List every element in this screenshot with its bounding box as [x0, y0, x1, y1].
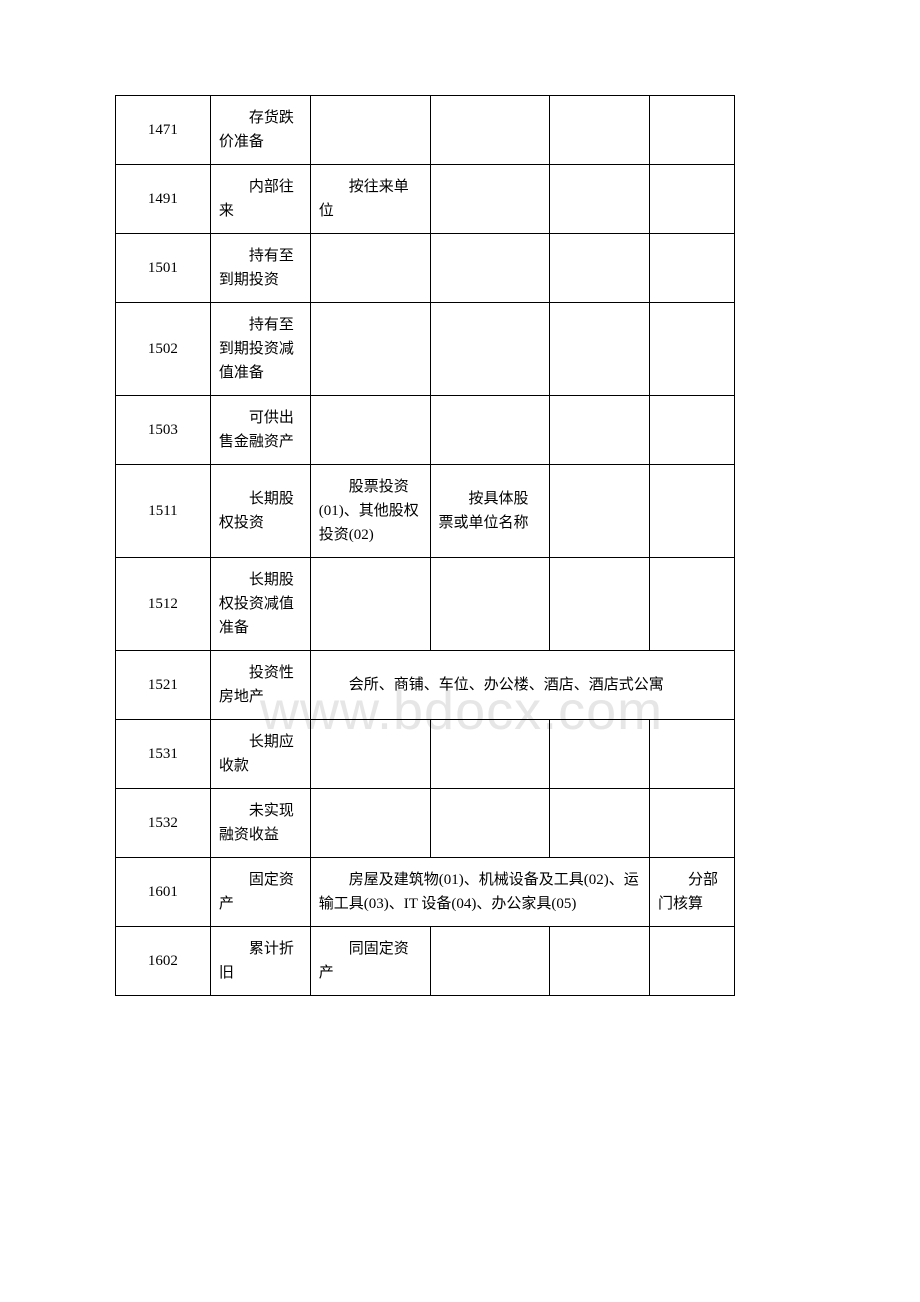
account-name: 长期应收款	[210, 720, 310, 789]
account-c4	[430, 96, 550, 165]
account-c6	[650, 720, 735, 789]
account-code: 1491	[116, 165, 211, 234]
account-code: 1511	[116, 465, 211, 558]
account-c5	[550, 720, 650, 789]
account-c3: 股票投资(01)、其他股权投资(02)	[310, 465, 430, 558]
table-row: 1471存货跌价准备	[116, 96, 735, 165]
account-name: 可供出售金融资产	[210, 396, 310, 465]
table-row: 1532未实现融资收益	[116, 789, 735, 858]
account-name: 长期股权投资	[210, 465, 310, 558]
table-row: 1512长期股权投资减值准备	[116, 558, 735, 651]
account-name: 固定资产	[210, 858, 310, 927]
accounts-table: 1471存货跌价准备1491内部往来按往来单位1501持有至到期投资1502持有…	[115, 95, 735, 996]
account-code: 1471	[116, 96, 211, 165]
account-name: 存货跌价准备	[210, 96, 310, 165]
table-row: 1602累计折旧同固定资产	[116, 927, 735, 996]
account-c4	[430, 165, 550, 234]
account-code: 1601	[116, 858, 211, 927]
account-name: 持有至到期投资	[210, 234, 310, 303]
account-c4	[430, 927, 550, 996]
account-c3	[310, 303, 430, 396]
account-name: 内部往来	[210, 165, 310, 234]
table-row: 1502持有至到期投资减值准备	[116, 303, 735, 396]
account-c6	[650, 234, 735, 303]
account-c3	[310, 789, 430, 858]
account-c3	[310, 558, 430, 651]
account-c4	[430, 303, 550, 396]
account-c6	[650, 465, 735, 558]
account-name: 投资性房地产	[210, 651, 310, 720]
account-c5	[550, 96, 650, 165]
account-c6	[650, 558, 735, 651]
account-c6	[650, 303, 735, 396]
account-c3: 同固定资产	[310, 927, 430, 996]
account-c5	[550, 396, 650, 465]
account-code: 1503	[116, 396, 211, 465]
account-c6	[650, 927, 735, 996]
account-c3	[310, 720, 430, 789]
account-name: 累计折旧	[210, 927, 310, 996]
account-c6	[650, 789, 735, 858]
account-detail-merged: 会所、商铺、车位、办公楼、酒店、酒店式公寓	[310, 651, 734, 720]
account-c6	[650, 396, 735, 465]
account-c6	[650, 165, 735, 234]
table-row: 1501持有至到期投资	[116, 234, 735, 303]
table-body: 1471存货跌价准备1491内部往来按往来单位1501持有至到期投资1502持有…	[116, 96, 735, 996]
account-c5	[550, 465, 650, 558]
account-c6: 分部门核算	[650, 858, 735, 927]
account-c4	[430, 558, 550, 651]
account-name: 长期股权投资减值准备	[210, 558, 310, 651]
table-row: 1521投资性房地产会所、商铺、车位、办公楼、酒店、酒店式公寓	[116, 651, 735, 720]
table-row: 1491内部往来按往来单位	[116, 165, 735, 234]
table-row: 1531长期应收款	[116, 720, 735, 789]
account-c5	[550, 234, 650, 303]
account-c5	[550, 927, 650, 996]
account-name: 未实现融资收益	[210, 789, 310, 858]
account-c3	[310, 234, 430, 303]
account-code: 1531	[116, 720, 211, 789]
account-c4	[430, 396, 550, 465]
account-code: 1532	[116, 789, 211, 858]
account-code: 1502	[116, 303, 211, 396]
account-c6	[650, 96, 735, 165]
account-c5	[550, 165, 650, 234]
account-c4	[430, 789, 550, 858]
account-code: 1602	[116, 927, 211, 996]
account-name: 持有至到期投资减值准备	[210, 303, 310, 396]
account-c5	[550, 789, 650, 858]
table-row: 1511长期股权投资股票投资(01)、其他股权投资(02)按具体股票或单位名称	[116, 465, 735, 558]
account-code: 1501	[116, 234, 211, 303]
account-c5	[550, 303, 650, 396]
account-c3: 按往来单位	[310, 165, 430, 234]
table-row: 1601固定资产房屋及建筑物(01)、机械设备及工具(02)、运输工具(03)、…	[116, 858, 735, 927]
account-c4	[430, 234, 550, 303]
account-detail-merged: 房屋及建筑物(01)、机械设备及工具(02)、运输工具(03)、IT 设备(04…	[310, 858, 649, 927]
account-c3	[310, 396, 430, 465]
account-c4	[430, 720, 550, 789]
account-c3	[310, 96, 430, 165]
table-row: 1503可供出售金融资产	[116, 396, 735, 465]
account-c4: 按具体股票或单位名称	[430, 465, 550, 558]
account-code: 1512	[116, 558, 211, 651]
account-code: 1521	[116, 651, 211, 720]
account-c5	[550, 558, 650, 651]
